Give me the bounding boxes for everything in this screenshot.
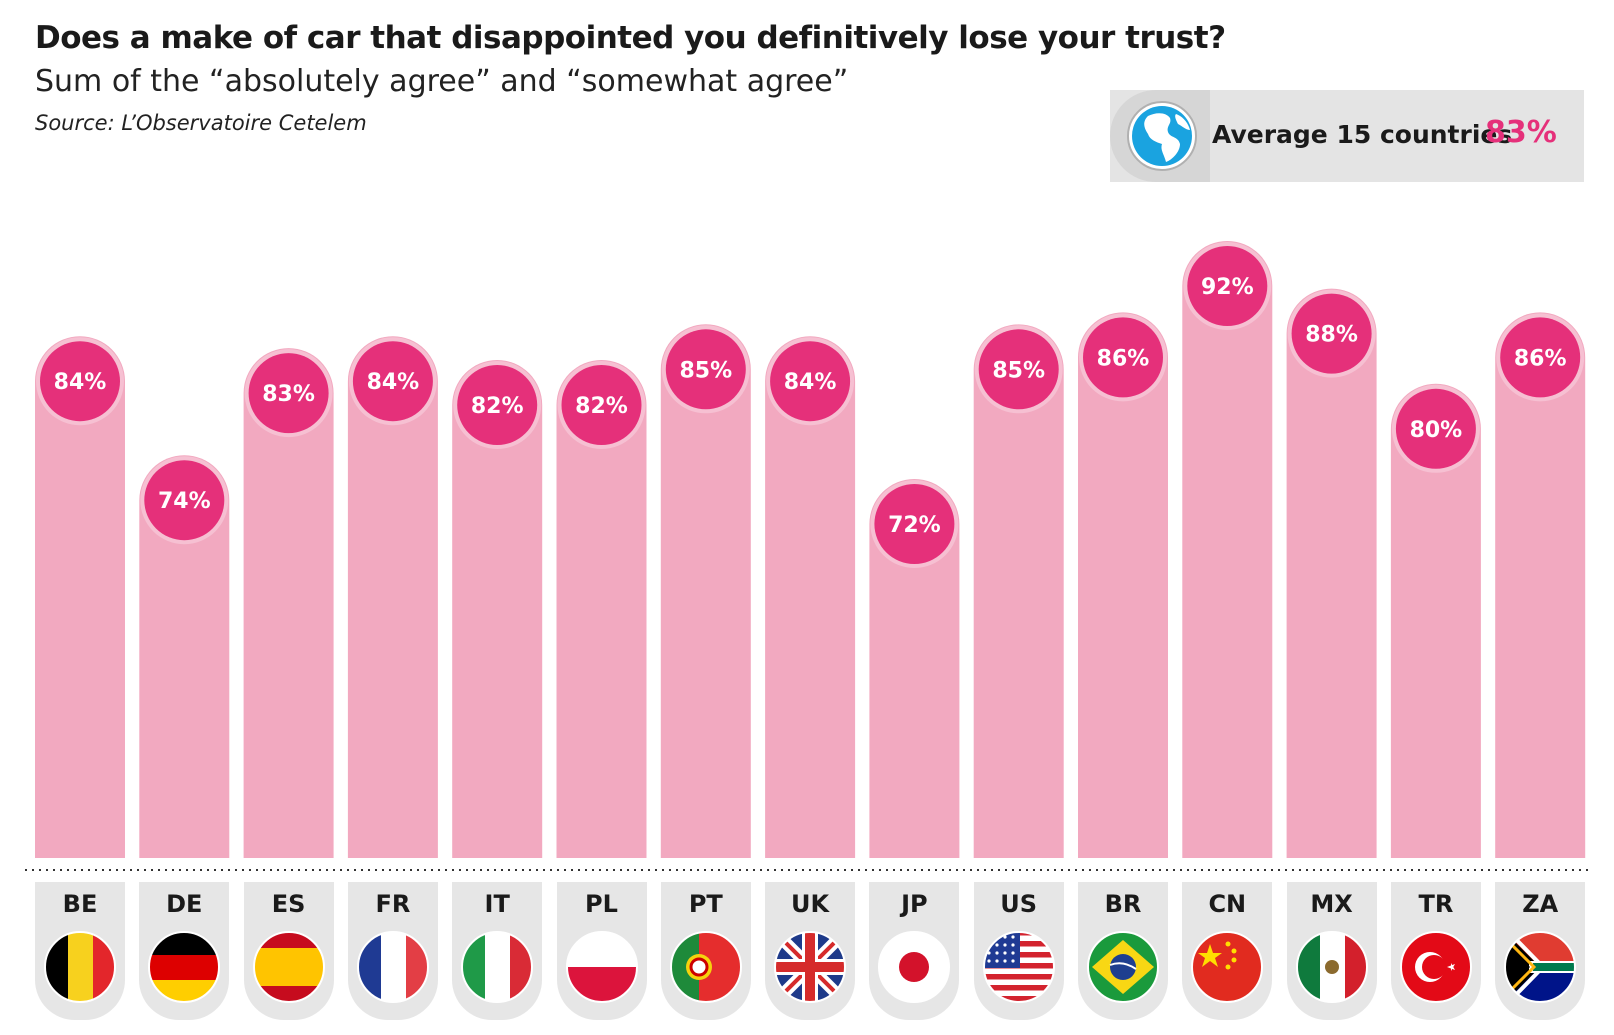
country-code: FR — [375, 890, 411, 918]
chart-subtitle: Sum of the “absolutely agree” and “somew… — [35, 64, 849, 99]
data-label: 84% — [784, 370, 837, 395]
bar-za — [1495, 312, 1586, 858]
poland-flag-icon — [565, 930, 639, 1004]
italy-flag-icon — [460, 930, 534, 1004]
country-code: BR — [1104, 890, 1142, 918]
brazil-flag-icon — [1086, 930, 1160, 1004]
country-code: ES — [271, 890, 306, 918]
value-bubble — [978, 329, 1059, 410]
country-code: ZA — [1522, 890, 1559, 918]
value-bubble — [1291, 293, 1372, 374]
country-code: TR — [1418, 890, 1454, 918]
usa-flag-icon — [982, 930, 1056, 1004]
data-label: 88% — [1305, 323, 1358, 348]
value-bubble — [40, 341, 120, 422]
bar-br — [1078, 312, 1168, 858]
average-value: 83% — [1485, 115, 1557, 150]
value-bubble — [665, 329, 746, 410]
country-code: PL — [585, 890, 618, 918]
value-bubble — [144, 460, 225, 541]
bar-de — [139, 455, 230, 858]
spain-flag-icon — [252, 930, 326, 1004]
mexico-flag-icon — [1295, 930, 1369, 1004]
globe-icon — [1127, 101, 1197, 171]
data-label: 92% — [1201, 275, 1254, 300]
china-flag-icon — [1190, 930, 1264, 1004]
chart-source: Source: L’Observatoire Cetelem — [35, 111, 367, 135]
france-flag-icon — [356, 930, 430, 1004]
country-code: UK — [791, 890, 830, 918]
average-label: Average 15 countries — [1212, 120, 1513, 149]
data-label: 84% — [367, 370, 420, 395]
value-bubble — [457, 365, 538, 445]
data-label: 83% — [262, 382, 315, 407]
portugal-flag-icon — [669, 930, 743, 1004]
data-label: 84% — [54, 370, 107, 395]
turkey-flag-icon — [1399, 930, 1473, 1004]
data-label: 86% — [1097, 346, 1150, 371]
bar-mx — [1286, 288, 1377, 859]
data-label: 86% — [1514, 346, 1567, 371]
data-label: 74% — [158, 489, 211, 514]
bar-jp — [869, 479, 960, 858]
belgium-flag-icon — [43, 930, 117, 1004]
bar-uk — [765, 336, 856, 858]
country-code: BE — [62, 890, 98, 918]
country-code: DE — [166, 890, 203, 918]
value-bubble — [1395, 388, 1476, 469]
bar-pl — [556, 360, 647, 858]
bar-tr — [1390, 383, 1481, 858]
bar-es — [243, 348, 334, 858]
bar-it — [452, 360, 543, 858]
japan-flag-icon — [877, 930, 951, 1004]
country-code: PT — [688, 890, 723, 918]
uk-flag-icon — [773, 930, 847, 1004]
country-code: CN — [1208, 890, 1247, 918]
value-bubble — [352, 341, 433, 422]
value-bubble — [874, 484, 955, 564]
country-code: IT — [484, 890, 510, 918]
data-label: 82% — [575, 394, 628, 419]
bar-fr — [347, 336, 438, 858]
south-africa-flag-icon — [1503, 930, 1577, 1004]
bar-pt — [660, 324, 751, 858]
data-label: 72% — [888, 513, 941, 538]
country-code: MX — [1310, 890, 1353, 918]
bar-us — [973, 324, 1064, 858]
country-code: JP — [901, 890, 928, 918]
germany-flag-icon — [147, 930, 221, 1004]
data-label: 80% — [1410, 418, 1463, 443]
data-label: 85% — [992, 358, 1045, 383]
value-bubble — [1083, 317, 1163, 398]
value-bubble — [1187, 246, 1268, 326]
country-code: US — [1000, 890, 1038, 918]
value-bubble — [770, 341, 851, 422]
chart-title: Does a make of car that disappointed you… — [35, 20, 1226, 56]
data-label: 85% — [679, 358, 732, 383]
data-label: 82% — [471, 394, 524, 419]
value-bubble — [1500, 317, 1581, 398]
value-bubble — [248, 353, 329, 434]
bar-be — [35, 336, 125, 858]
value-bubble — [561, 365, 642, 445]
bar-cn — [1182, 241, 1273, 858]
